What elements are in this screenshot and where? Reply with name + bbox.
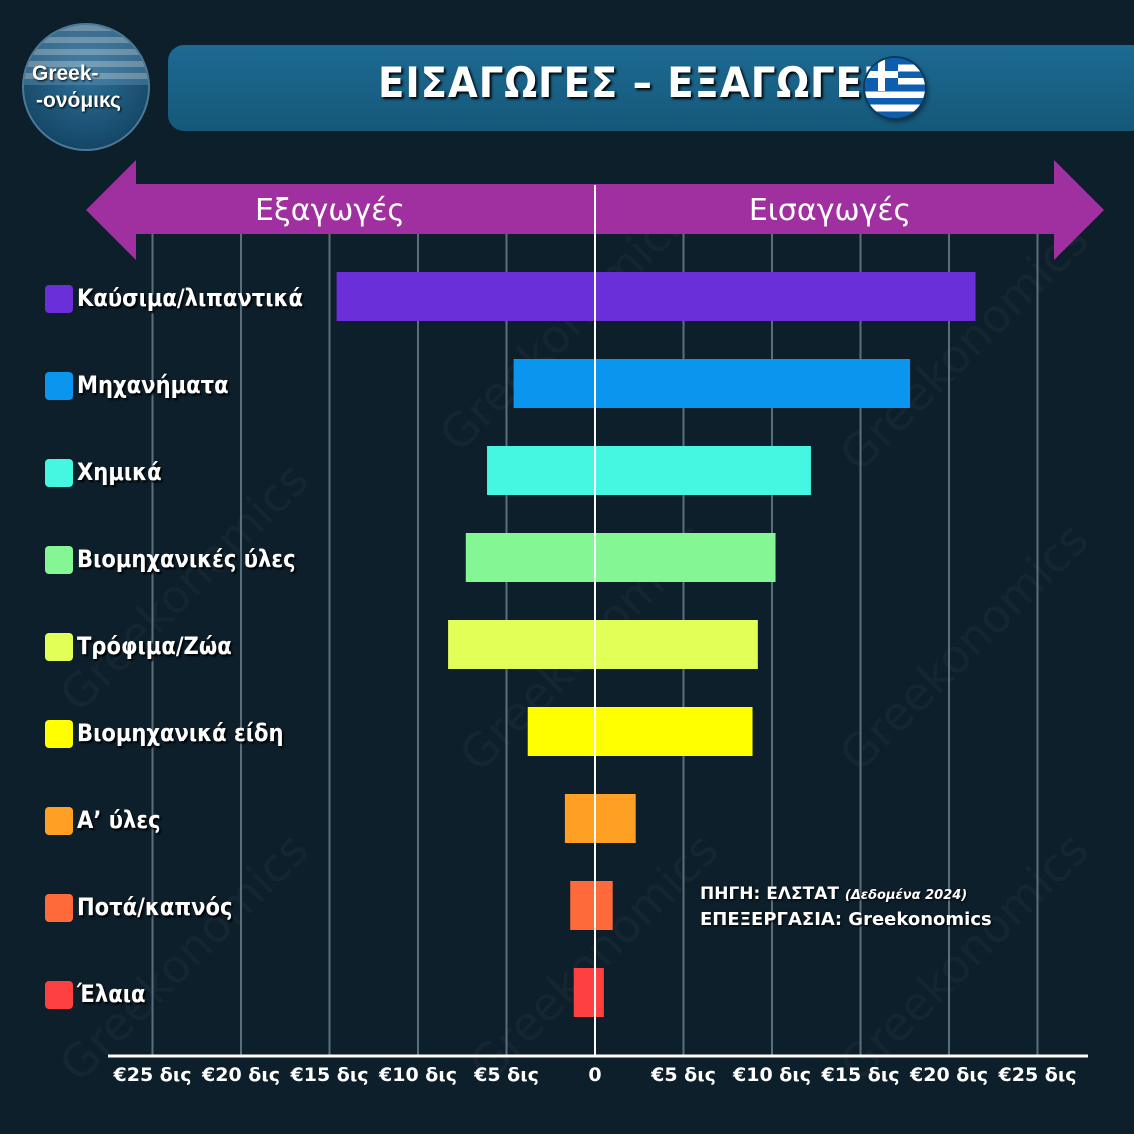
x-tick-label: €15 δις — [821, 1064, 900, 1086]
import-bar — [595, 446, 811, 495]
export-bar — [336, 272, 595, 321]
logo-text-line2: -ονόμικς — [36, 89, 121, 112]
source-credit: ΠΗΓΗ: ΕΛΣΤΑΤ (Δεδομένα 2024) — [700, 884, 967, 904]
x-tick-label: €25 δις — [998, 1064, 1077, 1086]
x-axis — [108, 185, 1088, 1058]
export-bar — [527, 707, 595, 756]
export-bar — [564, 794, 595, 843]
category-label-text: Βιομηχανικές ύλες — [77, 545, 296, 573]
export-bar — [487, 446, 595, 495]
x-tick-label: €25 δις — [113, 1064, 192, 1086]
import-bar — [595, 620, 758, 669]
logo-flag-stripes — [24, 25, 148, 85]
category-label-text: Τρόφιμα/Ζώα — [77, 632, 232, 660]
legend-swatch — [45, 981, 73, 1009]
legend-swatch — [45, 807, 73, 835]
legend-swatch — [45, 720, 73, 748]
category-label-text: Α’ ύλες — [77, 806, 161, 834]
page-title: ΕΙΣΑΓΩΓΕΣ – ΕΞΑΓΩΓΕΣ — [378, 58, 891, 107]
title-banner — [168, 45, 1134, 131]
export-bar — [573, 968, 595, 1017]
category-label-text: Καύσιμα/λιπαντικά — [77, 284, 304, 312]
flag-cross-vertical — [878, 58, 885, 91]
x-tick-label: €5 δις — [650, 1064, 716, 1086]
legend-swatch — [45, 546, 73, 574]
tick-labels: €25 δις €20 δις €15 δις €10 δις €5 δις 0 €5 δι… — [113, 1064, 1077, 1086]
export-bar — [570, 881, 595, 930]
x-tick-label: €10 δις — [732, 1064, 811, 1086]
logo-text-line1: Greek- — [32, 62, 99, 85]
export-bar — [465, 533, 595, 582]
import-bar — [595, 359, 911, 408]
source-note: (Δεδομένα 2024) — [844, 888, 968, 903]
greek-flag-icon — [865, 58, 925, 118]
x-tick-label: €5 δις — [473, 1064, 539, 1086]
x-tick-label: €20 δις — [201, 1064, 280, 1086]
category-label-text: Ποτά/καπνός — [77, 893, 233, 921]
import-bar — [595, 794, 636, 843]
category-label-text: Χημικά — [77, 458, 162, 486]
import-bar — [595, 272, 976, 321]
exports-arrow-label: Εξαγωγές — [255, 193, 405, 228]
category-label-text: Έλαια — [77, 980, 146, 1008]
category-label-text: Βιομηχανικά είδη — [77, 719, 284, 747]
import-bar — [595, 881, 613, 930]
processing-credit: ΕΠΕΞΕΡΓΑΣΙΑ: Greekonomics — [700, 909, 992, 930]
legend-swatch — [45, 372, 73, 400]
legend-swatch — [45, 894, 73, 922]
x-tick-label: 0 — [588, 1064, 601, 1086]
legend-swatch — [45, 285, 73, 313]
x-tick-label: €15 δις — [290, 1064, 369, 1086]
import-bar — [595, 968, 604, 1017]
brand-logo — [22, 23, 150, 151]
import-bar — [595, 533, 776, 582]
export-bar — [448, 620, 595, 669]
export-bar — [513, 359, 595, 408]
legend-swatch — [45, 633, 73, 661]
category-label-text: Μηχανήματα — [77, 371, 229, 399]
legend-swatch — [45, 459, 73, 487]
bars — [336, 272, 976, 1017]
source-text: ΠΗΓΗ: ΕΛΣΤΑΤ — [700, 884, 839, 904]
imports-arrow-label: Εισαγωγές — [749, 193, 911, 228]
import-bar — [595, 707, 753, 756]
x-tick-label: €20 δις — [909, 1064, 988, 1086]
x-tick-label: €10 δις — [378, 1064, 457, 1086]
